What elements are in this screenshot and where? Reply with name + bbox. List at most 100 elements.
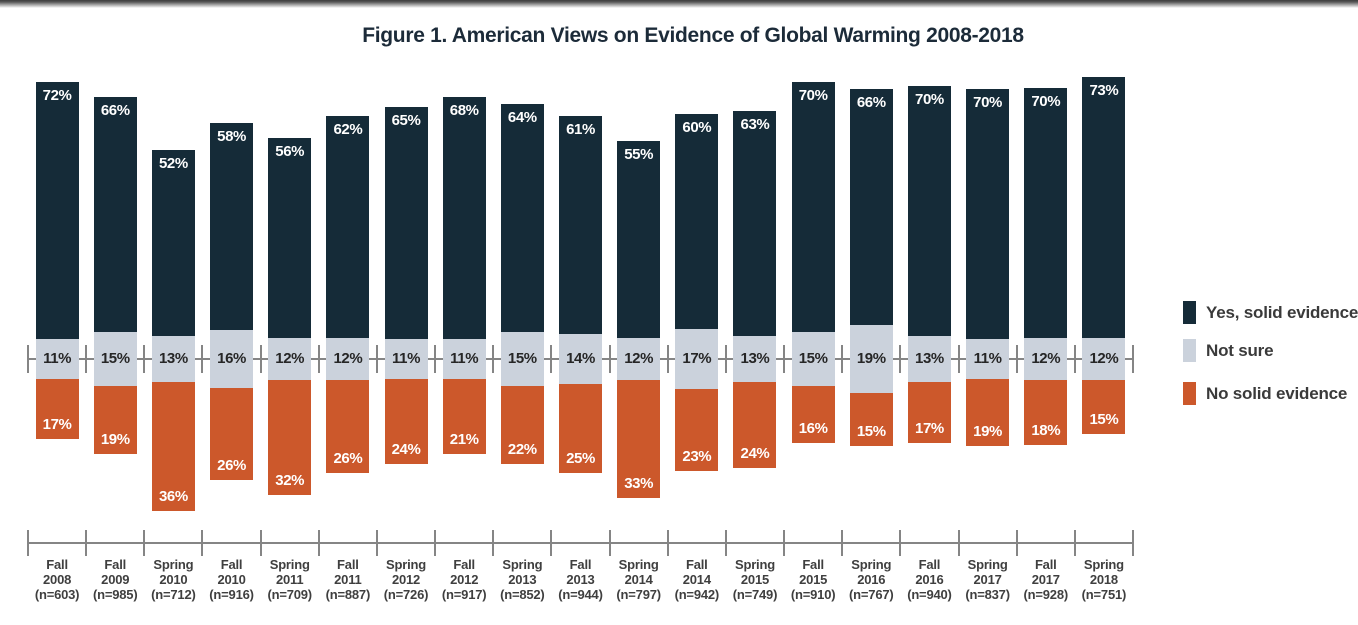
bar-no [93, 385, 137, 454]
legend-label: Not sure [1206, 341, 1274, 360]
bar-label-no: 17% [915, 419, 944, 437]
x-tick-label-line: Fall [802, 557, 824, 572]
x-tick-label-line: 2016 [915, 572, 944, 587]
x-tick-label-line: Spring [1083, 557, 1124, 572]
x-tick-label-line: Fall [1034, 557, 1057, 572]
bar-label-no: 19% [973, 423, 1002, 441]
bar-no [326, 380, 370, 474]
bar-label-yes: 70% [973, 94, 1002, 112]
x-tick-label: Spring 2015 (n=749) [726, 557, 784, 602]
x-tick-label-line: 2012 [391, 572, 421, 587]
bar-no [791, 385, 835, 443]
bar-yes [268, 137, 312, 338]
x-axis-tick [259, 530, 262, 556]
x-tick-label-line: 2015 [799, 572, 828, 587]
bar-group: 62% 12% 26% [326, 0, 370, 625]
bar-no [733, 382, 777, 468]
x-axis-tick [375, 530, 378, 556]
bar-label-no: 15% [1089, 410, 1119, 428]
figure-title: Figure 1. American Views on Evidence of … [362, 24, 1024, 47]
bar-no [907, 382, 951, 443]
bar-label-no: 36% [158, 487, 188, 505]
bar-label-not-sure: 14% [566, 350, 595, 367]
x-tick-label-line: Fall [569, 557, 592, 572]
bar-yes [151, 150, 195, 336]
bar-yes [210, 123, 254, 331]
bar-not-sure [907, 335, 951, 383]
bar-yes [1082, 76, 1126, 338]
bar-yes [559, 116, 602, 334]
bar-label-not-sure: 12% [275, 350, 305, 367]
bar-label-no: 26% [333, 450, 363, 468]
x-axis-tick [317, 530, 320, 556]
zero-axis-tick [317, 345, 320, 373]
bar-not-sure [791, 332, 835, 386]
bar-label-not-sure: 19% [856, 350, 886, 367]
x-tick-label-line: 2014 [624, 572, 653, 587]
bar-not-sure [1024, 337, 1068, 381]
x-tick-label: Fall 2008 (n=603) [28, 557, 86, 602]
page-top-edge [0, 0, 1358, 8]
bar-yes [907, 85, 951, 336]
bar-label-yes: 70% [915, 90, 944, 108]
x-axis-tick [27, 530, 29, 556]
zero-axis-tick [1073, 345, 1076, 373]
bar-not-sure [442, 339, 486, 379]
bar-group: 58% 16% 26% [210, 0, 254, 625]
x-tick-label-line: 2017 [1031, 572, 1060, 587]
bar-label-yes: 58% [217, 128, 246, 146]
bar-not-sure [500, 332, 544, 386]
bar-label-no: 16% [798, 419, 828, 437]
bar-label-not-sure: 12% [1031, 350, 1061, 367]
x-axis-line [27, 542, 1134, 544]
bar-not-sure [849, 325, 893, 393]
x-axis-tick [492, 530, 495, 556]
bar-no [384, 378, 428, 465]
bar-group: 55% 12% 33% [617, 0, 661, 625]
bar-label-not-sure: 12% [624, 350, 654, 367]
x-tick-label-line: Spring [967, 557, 1008, 572]
bar-yes [93, 96, 137, 333]
x-axis-tick [1015, 530, 1018, 556]
bar-label-yes: 66% [100, 101, 130, 119]
x-tick-label: Fall 2016 (n=940) [900, 557, 958, 602]
x-tick-label-line: (n=603) [34, 587, 80, 602]
bar-no [151, 382, 195, 511]
x-axis-tick [550, 530, 553, 556]
x-tick-label: Spring 2016 (n=767) [842, 557, 900, 602]
legend-swatch-no-solid-evidence [1183, 382, 1196, 405]
bar-group: 70% 11% 19% [966, 0, 1010, 625]
x-axis-tick [1073, 530, 1076, 556]
bar-label-no: 33% [624, 475, 654, 493]
x-tick-label-line: 2013 [566, 572, 595, 587]
bar-no [500, 385, 544, 465]
bar-group: 52% 13% 36% [151, 0, 195, 625]
bar-no [617, 380, 661, 499]
bar-not-sure [733, 335, 777, 383]
zero-axis-tick [375, 345, 378, 373]
bar-not-sure [210, 330, 254, 388]
zero-axis-tick [201, 345, 204, 373]
x-tick-label-line: 2016 [857, 572, 886, 587]
bar-group: 61% 14% 25% [559, 0, 602, 625]
x-tick-label-line: Spring [269, 557, 310, 572]
bar-not-sure [326, 337, 370, 381]
x-tick-label-line: 2013 [508, 572, 537, 587]
x-axis-tick [899, 530, 902, 556]
x-tick-label-line: 2015 [740, 572, 770, 587]
bar-not-sure [559, 334, 602, 384]
zero-axis-tick [143, 345, 146, 373]
x-tick-label: Spring 2010 (n=712) [144, 557, 202, 602]
x-tick-label: Fall 2015 (n=910) [784, 557, 842, 602]
x-tick-label: Spring 2017 (n=837) [959, 557, 1017, 602]
x-tick-label-line: 2018 [1089, 572, 1118, 587]
bar-yes [791, 82, 835, 333]
x-tick-label-line: 2008 [43, 572, 72, 587]
zero-axis-tick [550, 345, 553, 373]
bar-label-yes: 52% [158, 155, 188, 173]
x-tick-label-line: 2014 [682, 572, 711, 587]
zero-axis-tick [1132, 345, 1134, 373]
zero-axis-tick [608, 345, 611, 373]
x-tick-label-line: (n=928) [1023, 587, 1069, 602]
bar-label-yes: 63% [740, 115, 770, 133]
